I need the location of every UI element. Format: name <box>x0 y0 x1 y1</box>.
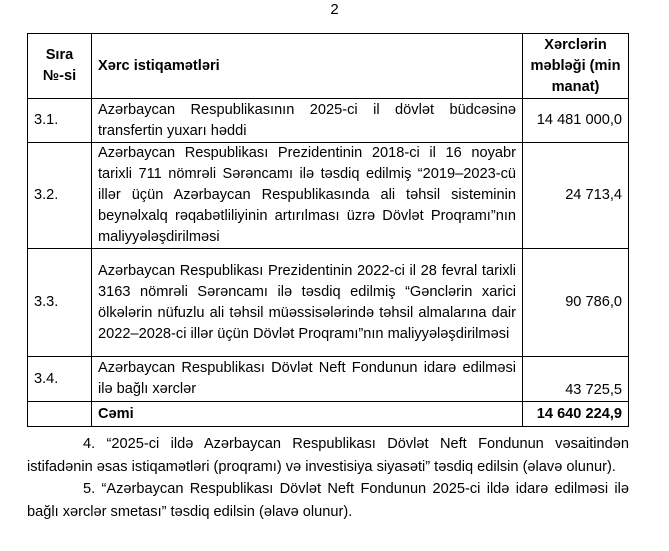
page-number: 2 <box>330 1 339 18</box>
table-row: 3.3. Azərbaycan Respublikası Prezidentin… <box>27 248 629 357</box>
table-row: 3.4. Azərbaycan Respublikası Dövlət Neft… <box>27 356 629 402</box>
header-number: Sıra №-si <box>27 33 92 99</box>
total-amount: 14 640 224,9 <box>522 401 629 427</box>
table-header-row: Sıra №-si Xərc istiqamətləri Xərclərin m… <box>27 33 629 99</box>
header-amount: Xərclərin məbləği (min manat) <box>522 33 629 99</box>
paragraph-5: 5. “Azərbaycan Respublikası Dövlət Neft … <box>27 481 629 520</box>
body-text: 4. “2025-ci ildə Azərbaycan Respublikası… <box>27 433 629 523</box>
row-amount: 14 481 000,0 <box>522 98 629 143</box>
row-text: Azərbaycan Respublikası Dövlət Neft Fond… <box>91 356 523 402</box>
expenses-table: Sıra №-si Xərc istiqamətləri Xərclərin m… <box>27 33 629 427</box>
row-text: Azərbaycan Respublikası Prezidentinin 20… <box>91 248 523 357</box>
table-row: 3.2. Azərbaycan Respublikası Prezidentin… <box>27 142 629 249</box>
table-row: 3.1. Azərbaycan Respublikasının 2025-ci … <box>27 98 629 143</box>
row-number: 3.4. <box>27 356 92 402</box>
row-number: 3.1. <box>27 98 92 143</box>
row-text: Azərbaycan Respublikasının 2025-ci il dö… <box>91 98 523 143</box>
paragraph-4: 4. “2025-ci ildə Azərbaycan Respublikası… <box>27 436 629 475</box>
row-amount: 43 725,5 <box>522 356 629 402</box>
row-amount: 90 786,0 <box>522 248 629 357</box>
row-number: 3.2. <box>27 142 92 249</box>
row-number: 3.3. <box>27 248 92 357</box>
total-number-empty <box>27 401 92 427</box>
total-label: Cəmi <box>91 401 523 427</box>
header-direction: Xərc istiqamətləri <box>91 33 523 99</box>
total-row: Cəmi 14 640 224,9 <box>27 401 629 427</box>
row-amount: 24 713,4 <box>522 142 629 249</box>
row-text: Azərbaycan Respublikası Prezidentinin 20… <box>91 142 523 249</box>
